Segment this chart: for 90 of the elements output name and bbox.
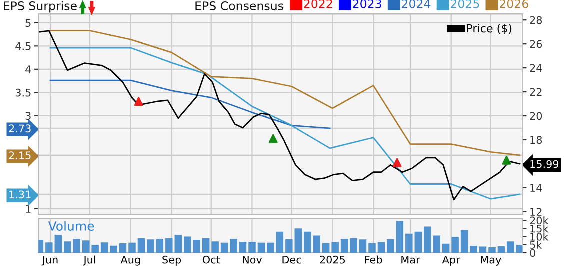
y2-tick-label: 18 xyxy=(530,136,542,144)
bar xyxy=(332,242,339,253)
chart-title: Volume xyxy=(48,221,94,231)
bar xyxy=(286,239,293,253)
x-tick-label: Jul xyxy=(83,256,96,266)
bar xyxy=(82,240,90,253)
bar xyxy=(138,238,146,253)
bar xyxy=(166,238,173,253)
y-tick-label: 3.5 xyxy=(16,88,31,97)
bar xyxy=(239,242,247,253)
x-tick-label: Oct xyxy=(202,256,220,264)
bar xyxy=(322,243,330,253)
y-tick-label: 1.31 xyxy=(10,190,31,199)
y2-tick-label: 10k xyxy=(530,232,549,241)
y-tick-label: 4 xyxy=(26,66,32,74)
y2-tick-label: 20 xyxy=(530,112,542,120)
bar xyxy=(424,226,432,253)
y-tick-label: 5 xyxy=(26,19,31,28)
bar xyxy=(54,235,62,253)
bar xyxy=(46,242,53,253)
y2-tick-label: 14 xyxy=(530,184,542,192)
bar xyxy=(460,230,468,253)
legend-title: EPS Consensus xyxy=(196,2,284,10)
bar xyxy=(212,242,219,253)
bar xyxy=(396,221,404,253)
bar xyxy=(100,242,108,253)
y2-tick-label: 28 xyxy=(530,16,542,24)
chart-title: EPS Surprise xyxy=(4,1,77,13)
bar xyxy=(220,242,228,253)
y2-tick-label: 24 xyxy=(530,64,542,72)
bar xyxy=(248,242,256,253)
y-tick-label: 2.15 xyxy=(9,152,31,160)
x-tick-label: Jun xyxy=(42,256,58,266)
y2-tick-label: 0 xyxy=(530,249,536,258)
bar xyxy=(340,239,348,253)
bar xyxy=(202,238,210,253)
point xyxy=(502,156,512,165)
bar xyxy=(92,245,99,253)
y2-tick-label: 22 xyxy=(530,88,542,96)
bar xyxy=(276,232,284,253)
bar xyxy=(387,239,394,253)
bar xyxy=(368,243,376,253)
y2-tick-label: 15.99 xyxy=(530,160,559,168)
bar xyxy=(406,234,413,253)
y2-tick-label: 26 xyxy=(530,40,542,48)
bar xyxy=(516,245,523,253)
x-tick-label: Aug xyxy=(120,256,140,266)
bar xyxy=(359,240,367,253)
bar xyxy=(258,242,266,253)
y2-tick-label: 5k xyxy=(530,240,542,249)
bar xyxy=(119,244,127,253)
bar xyxy=(479,246,487,253)
point xyxy=(134,97,144,106)
x-tick-label: Dec xyxy=(282,256,302,264)
x-tick-label: Feb xyxy=(365,256,382,264)
y2-tick-label: 15k xyxy=(530,224,549,233)
y2-tick-label: 20k xyxy=(530,216,549,225)
bar xyxy=(350,238,358,253)
bar xyxy=(294,228,302,253)
x-tick-label: 2025 xyxy=(320,256,346,264)
y-tick-label: 4.5 xyxy=(16,42,31,50)
bar xyxy=(378,242,386,253)
bar xyxy=(156,239,164,253)
point xyxy=(268,134,278,144)
bar xyxy=(128,242,136,253)
bar xyxy=(414,232,422,253)
y-tick-label: 3 xyxy=(26,112,31,120)
x-tick-label: May xyxy=(481,256,502,266)
point xyxy=(392,158,402,168)
bar xyxy=(488,247,496,253)
bar xyxy=(433,236,440,253)
x-tick-label: Mar xyxy=(402,256,420,264)
bar xyxy=(507,242,514,253)
line-series xyxy=(50,80,331,130)
bar xyxy=(230,239,238,253)
bar xyxy=(267,242,274,253)
bar xyxy=(110,246,118,253)
y-tick-label: 2.73 xyxy=(9,124,31,133)
bar xyxy=(147,240,154,253)
bar xyxy=(442,244,450,253)
y-tick-label: 1 xyxy=(26,205,31,213)
legend-label: Price ($) xyxy=(467,24,512,34)
bar xyxy=(452,237,459,253)
bar xyxy=(174,235,182,253)
bar xyxy=(498,246,506,253)
y2-tick-label: 12 xyxy=(530,208,542,216)
x-tick-label: Nov xyxy=(243,256,262,264)
bar xyxy=(470,246,478,253)
x-tick-label: Sep xyxy=(162,256,182,266)
x-tick-label: Apr xyxy=(442,256,460,266)
